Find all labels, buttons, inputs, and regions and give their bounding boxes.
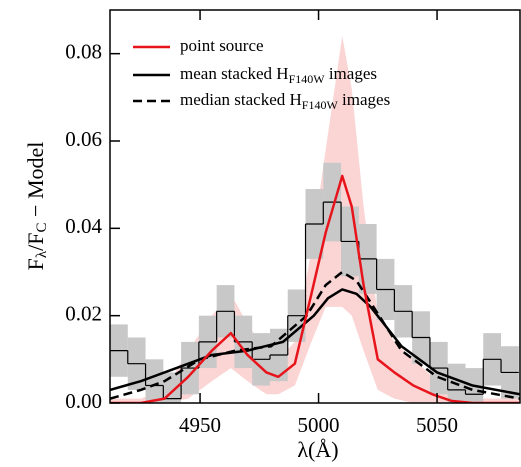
x-tick-label: 5050 — [416, 413, 458, 437]
y-title-part: C — [34, 222, 50, 232]
x-tick-label: 4950 — [179, 413, 221, 437]
legend-text: images — [325, 64, 377, 83]
legend-subscript: F140W — [302, 98, 339, 112]
y-title-part: − Model — [23, 142, 48, 223]
legend-label: median stacked HF140W images — [180, 90, 390, 112]
legend-text: mean stacked H — [180, 64, 289, 83]
series-line — [110, 270, 520, 400]
y-tick-label: 0.00 — [65, 389, 102, 413]
legend-subscript: F140W — [289, 72, 326, 86]
y-title-part: /F — [23, 232, 48, 250]
x-axis-title: λ(Å) — [297, 437, 338, 462]
y-axis-title: Fλ/FC − Model — [23, 142, 50, 271]
error-band — [145, 359, 164, 403]
legend-text: images — [338, 90, 390, 109]
y-tick-label: 0.08 — [65, 39, 102, 63]
y-tick-label: 0.02 — [65, 301, 102, 325]
series-line — [110, 174, 520, 403]
y-tick-label: 0.06 — [65, 127, 102, 151]
legend-label: mean stacked HF140W images — [180, 64, 377, 86]
y-tick-label: 0.04 — [65, 214, 102, 238]
axes-frame — [109, 9, 521, 404]
legend-text: median stacked H — [180, 90, 302, 109]
plot-area — [110, 36, 520, 403]
legend-label: point source — [180, 36, 264, 55]
legend-text: point source — [180, 36, 264, 55]
x-tick-label: 5000 — [298, 413, 340, 437]
uncertainty-band — [110, 36, 520, 403]
series-line — [110, 288, 520, 396]
y-title-part: F — [23, 258, 48, 270]
y-title-part: λ — [34, 250, 50, 258]
